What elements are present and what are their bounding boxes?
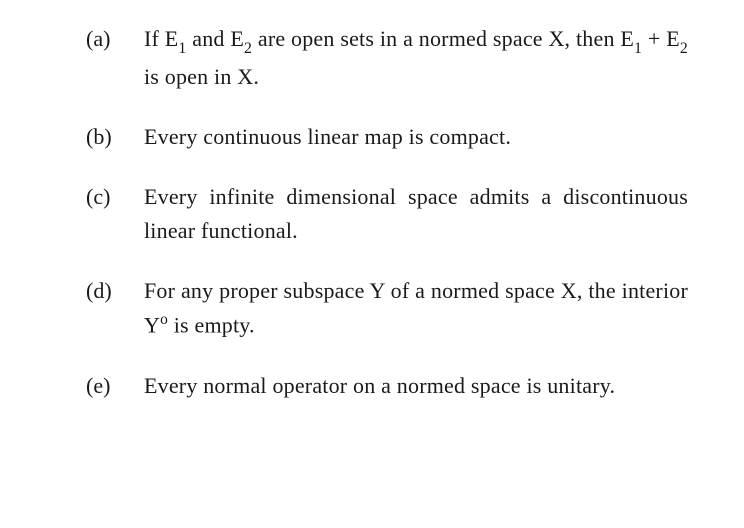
item-label: (e) bbox=[86, 369, 144, 403]
list-item: (a) If E1 and E2 are open sets in a norm… bbox=[86, 22, 688, 94]
page: (a) If E1 and E2 are open sets in a norm… bbox=[0, 0, 744, 451]
item-text: For any proper subspace Y of a normed sp… bbox=[144, 274, 688, 343]
item-label: (c) bbox=[86, 180, 144, 248]
item-label: (b) bbox=[86, 120, 144, 154]
list-item: (c) Every infinite dimensional space adm… bbox=[86, 180, 688, 248]
list-item: (e) Every normal operator on a normed sp… bbox=[86, 369, 688, 403]
list-item: (b) Every continuous linear map is compa… bbox=[86, 120, 688, 154]
item-label: (a) bbox=[86, 22, 144, 94]
item-text: Every continuous linear map is compact. bbox=[144, 120, 688, 154]
list-item: (d) For any proper subspace Y of a norme… bbox=[86, 274, 688, 343]
item-text: If E1 and E2 are open sets in a normed s… bbox=[144, 22, 688, 94]
item-text: Every normal operator on a normed space … bbox=[144, 369, 688, 403]
item-label: (d) bbox=[86, 274, 144, 343]
item-text: Every infinite dimensional space admits … bbox=[144, 180, 688, 248]
